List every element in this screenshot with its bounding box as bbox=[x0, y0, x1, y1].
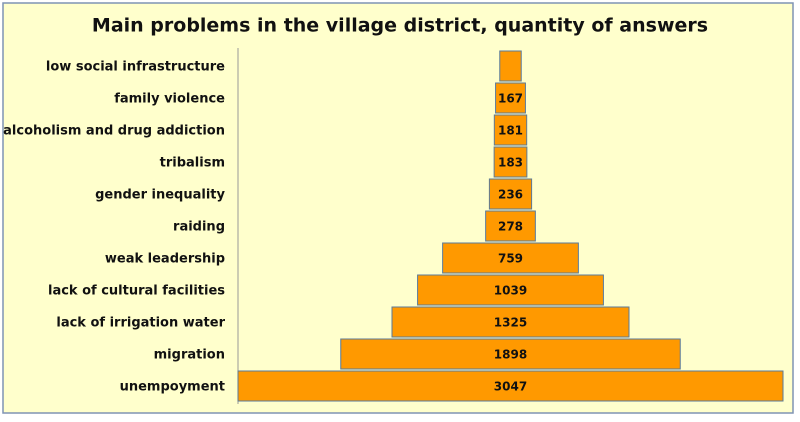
value-label: 3047 bbox=[494, 380, 527, 394]
funnel-bar bbox=[442, 242, 579, 274]
funnel-bar bbox=[340, 338, 681, 370]
funnel-bar bbox=[493, 146, 528, 178]
value-label: 236 bbox=[498, 188, 523, 202]
funnel-bar bbox=[485, 210, 536, 242]
value-label: 183 bbox=[498, 156, 523, 170]
category-label: family violence bbox=[114, 92, 225, 107]
category-label: tribalism bbox=[160, 156, 225, 171]
category-label: alcoholism and drug addiction bbox=[3, 124, 225, 139]
funnel-bar bbox=[499, 50, 522, 82]
category-label: migration bbox=[154, 348, 225, 363]
funnel-bar bbox=[493, 114, 528, 146]
value-label: 759 bbox=[498, 252, 523, 266]
category-label: unempoyment bbox=[120, 380, 225, 395]
value-label: 1898 bbox=[494, 348, 527, 362]
category-label: lack of cultural facilities bbox=[48, 284, 225, 299]
funnel-bar bbox=[417, 274, 604, 306]
funnel-bar bbox=[495, 82, 526, 114]
value-label: 1325 bbox=[494, 316, 527, 330]
category-label: weak leadership bbox=[105, 252, 225, 267]
category-label: lack of irrigation water bbox=[56, 316, 225, 331]
value-label: 1039 bbox=[494, 284, 527, 298]
funnel-bar bbox=[391, 306, 630, 338]
category-label: gender inequality bbox=[95, 188, 225, 203]
value-label: 167 bbox=[498, 92, 523, 106]
category-label: raiding bbox=[173, 220, 225, 235]
funnel-bar bbox=[237, 370, 784, 402]
category-label: low social infrastructure bbox=[46, 60, 225, 75]
value-label: 278 bbox=[498, 220, 523, 234]
funnel-bar bbox=[488, 178, 533, 210]
value-label: 181 bbox=[498, 124, 523, 138]
chart-title: Main problems in the village district, q… bbox=[92, 15, 708, 37]
